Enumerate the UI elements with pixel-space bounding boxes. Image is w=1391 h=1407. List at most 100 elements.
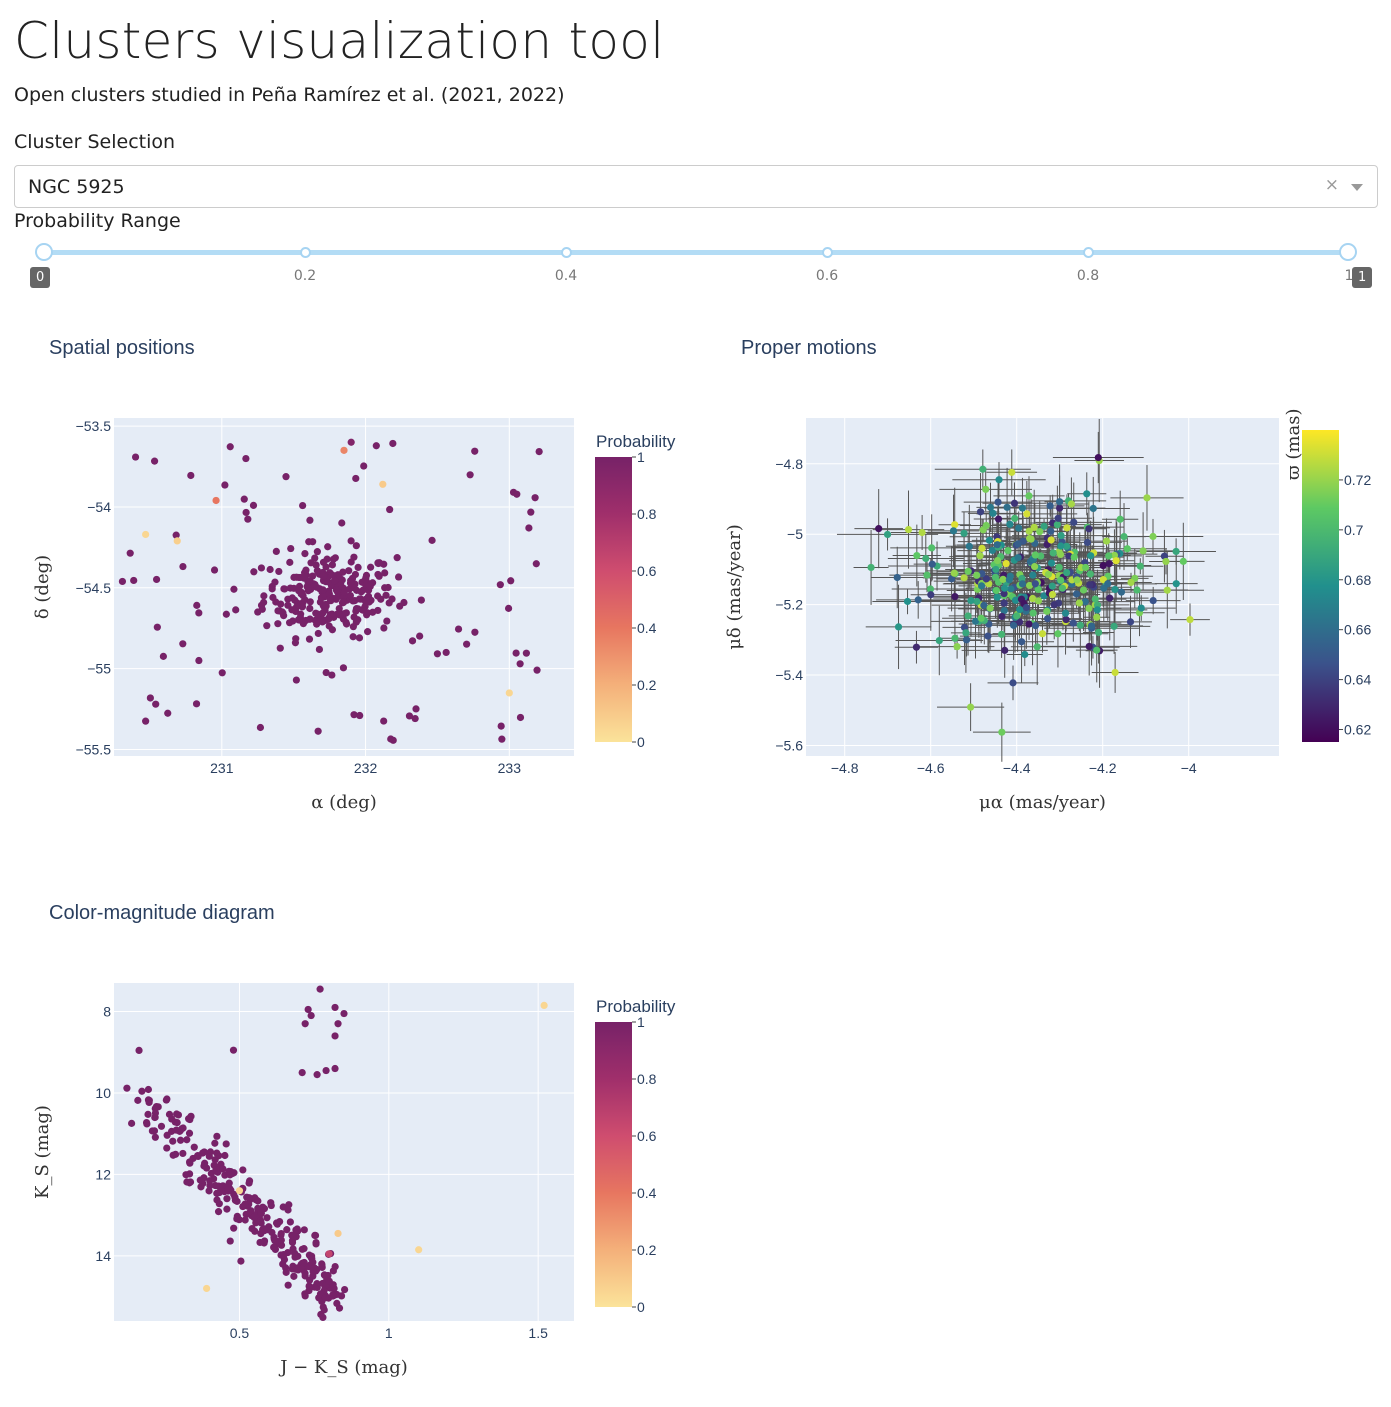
data-point[interactable] [231,1193,239,1201]
clear-icon[interactable]: × [1324,175,1339,195]
data-point[interactable] [332,586,341,594]
data-point[interactable] [312,1240,320,1248]
data-point[interactable] [1017,638,1026,646]
data-point[interactable] [1072,590,1081,598]
data-point[interactable] [345,567,353,575]
data-point[interactable] [305,1282,313,1290]
data-point[interactable] [179,562,187,571]
data-point[interactable] [1001,584,1009,592]
data-point[interactable] [533,666,541,674]
data-point[interactable] [349,597,357,605]
data-point[interactable] [953,643,961,651]
data-point[interactable] [1027,535,1035,543]
data-point[interactable] [1047,527,1055,535]
data-point[interactable] [1086,581,1094,589]
data-point[interactable] [350,553,358,561]
data-point[interactable] [1050,601,1058,609]
data-point[interactable] [466,471,474,479]
data-point[interactable] [1044,570,1052,578]
data-point[interactable] [986,503,995,511]
data-point[interactable] [242,454,250,463]
data-point[interactable] [250,568,258,576]
data-point[interactable] [311,554,319,562]
data-point[interactable] [386,505,394,514]
data-point[interactable] [202,1284,211,1293]
data-point[interactable] [314,727,322,735]
data-point[interactable] [993,541,1001,549]
slider-track[interactable] [44,250,1348,255]
data-point[interactable] [1058,584,1066,592]
data-point[interactable] [174,1111,183,1119]
data-point[interactable] [347,438,355,446]
data-point[interactable] [295,616,303,624]
data-point[interactable] [223,1195,231,1203]
data-point[interactable] [512,649,520,657]
data-point[interactable] [389,736,397,744]
data-point[interactable] [304,1005,312,1014]
data-point[interactable] [290,1272,298,1280]
data-point[interactable] [301,550,309,558]
data-point[interactable] [1186,616,1194,624]
data-point[interactable] [1018,504,1027,512]
data-point[interactable] [1073,576,1081,584]
data-point[interactable] [416,632,424,640]
data-point[interactable] [1065,552,1073,560]
slider-min-handle[interactable] [35,243,53,261]
data-point[interactable] [1079,586,1088,594]
data-point[interactable] [411,714,419,723]
data-point[interactable] [535,447,543,456]
data-point[interactable] [324,543,332,551]
data-point[interactable] [408,637,417,645]
data-point[interactable] [328,626,337,634]
data-point[interactable] [454,625,463,633]
data-point[interactable] [173,537,181,545]
data-point[interactable] [904,525,913,534]
data-point[interactable] [179,1149,187,1158]
data-point[interactable] [1025,620,1033,628]
data-point[interactable] [306,615,314,623]
data-point[interactable] [211,1139,219,1147]
data-point[interactable] [1076,621,1084,629]
data-point[interactable] [277,1229,285,1238]
data-point[interactable] [230,585,238,593]
data-point[interactable] [257,1217,265,1225]
data-point[interactable] [894,623,903,631]
data-point[interactable] [294,1264,302,1272]
data-point[interactable] [1105,560,1113,568]
data-point[interactable] [183,1136,191,1144]
data-point[interactable] [328,561,336,569]
data-point[interactable] [971,617,980,625]
data-point[interactable] [1057,576,1065,584]
data-point[interactable] [1023,510,1031,518]
data-point[interactable] [400,598,408,607]
data-point[interactable] [976,508,985,516]
data-point[interactable] [1111,668,1119,677]
data-point[interactable] [292,573,301,581]
data-point[interactable] [1022,603,1030,612]
data-point[interactable] [284,1206,292,1214]
data-point[interactable] [346,579,355,587]
data-point[interactable] [1067,500,1076,508]
data-point[interactable] [1095,628,1103,637]
data-point[interactable] [364,628,372,636]
data-point[interactable] [380,717,388,725]
data-point[interactable] [306,598,314,606]
data-point[interactable] [428,536,436,544]
data-point[interactable] [1149,596,1157,605]
data-point[interactable] [151,1113,159,1121]
data-point[interactable] [352,474,360,483]
data-point[interactable] [274,620,282,628]
data-point[interactable] [947,575,956,583]
data-point[interactable] [271,1237,279,1245]
data-point[interactable] [314,629,322,638]
data-point[interactable] [292,676,300,684]
data-point[interactable] [1102,537,1111,545]
data-point[interactable] [1002,559,1010,568]
data-point[interactable] [169,1151,177,1159]
data-point[interactable] [218,669,226,677]
data-point[interactable] [287,544,295,553]
data-point[interactable] [241,1216,249,1224]
data-point[interactable] [1099,561,1107,570]
data-point[interactable] [1000,589,1008,598]
data-point[interactable] [1094,453,1102,462]
